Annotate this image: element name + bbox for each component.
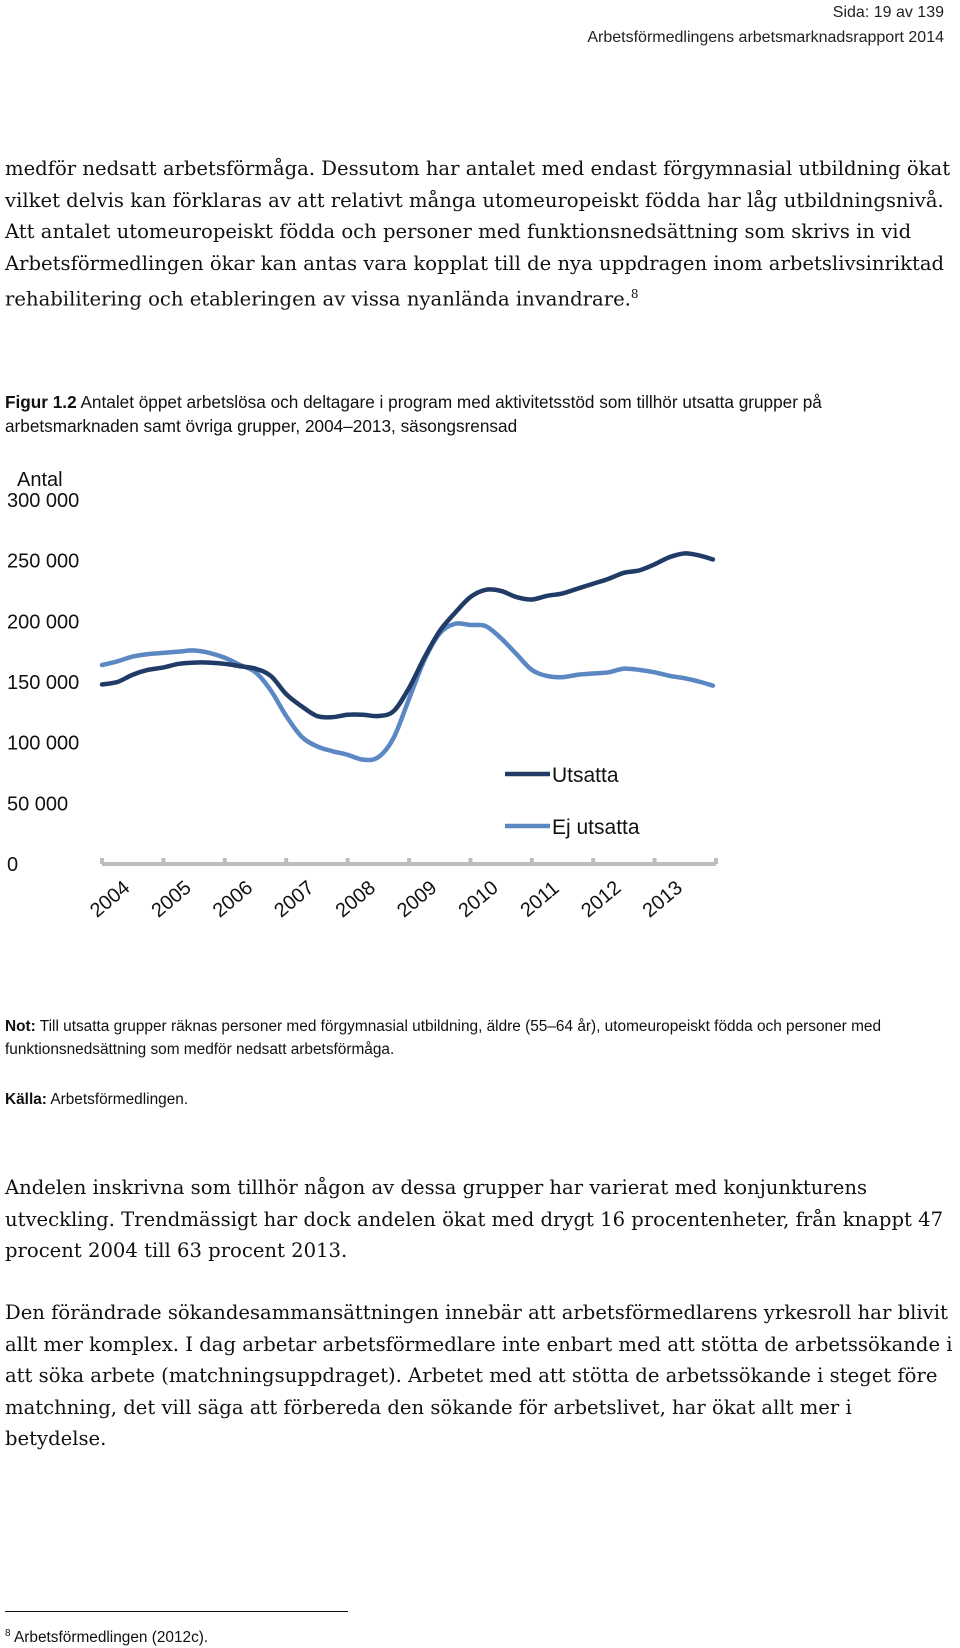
figure-label: Figur 1.2 — [5, 392, 77, 412]
line-chart: Antal 0 50 000 100 000 150 000 200 000 250 00… — [7, 469, 718, 922]
paragraph-text: Andelen inskrivna som tillhör någon av d… — [5, 1176, 944, 1262]
x-tick-label: 2010 — [454, 877, 502, 922]
paragraph-text: Den förändrade sökandesammansättningen i… — [5, 1301, 953, 1450]
y-tick-label: 50 000 — [7, 793, 68, 815]
series-lines — [99, 551, 716, 763]
body-paragraph-1: medför nedsatt arbetsförmåga. Dessutom h… — [5, 153, 955, 315]
paragraph-text: medför nedsatt arbetsförmåga. Dessutom h… — [5, 157, 951, 311]
figure-caption-text: Antalet öppet arbetslösa och deltagare i… — [5, 392, 822, 436]
footnote-reference[interactable]: 8 — [630, 287, 639, 301]
series-line-ej-utsatta — [99, 621, 716, 763]
x-tick-label: 2005 — [147, 877, 195, 922]
x-tick-label: 2011 — [516, 877, 563, 922]
figure-source: Källa: Arbetsförmedlingen. — [5, 1088, 188, 1111]
source-text: Arbetsförmedlingen. — [50, 1091, 189, 1108]
y-tick-label: 150 000 — [7, 672, 79, 694]
y-tick-labels: 0 50 000 100 000 150 000 200 000 250 000 300 0… — [7, 490, 79, 876]
page-header: Sida: 19 av 139 Arbetsförmedlingens arbe… — [587, 0, 944, 50]
x-axis — [100, 858, 718, 866]
footnote: 8 Arbetsförmedlingen (2012c). — [5, 1624, 208, 1648]
note-text: Till utsatta grupper räknas personer med… — [5, 1018, 882, 1058]
x-tick-label: 2012 — [577, 877, 625, 922]
report-title: Arbetsförmedlingens arbetsmarknadsrappor… — [587, 29, 944, 46]
footnote-divider — [5, 1611, 348, 1612]
footnote-number: 8 — [5, 1628, 11, 1639]
y-tick-label: 0 — [7, 854, 18, 876]
y-axis-title: Antal — [17, 469, 63, 491]
y-tick-label: 100 000 — [7, 733, 79, 755]
footnote-text: Arbetsförmedlingen (2012c). — [14, 1629, 209, 1647]
legend: Utsatta Ej utsatta — [505, 764, 640, 839]
figure-caption: Figur 1.2 Antalet öppet arbetslösa och d… — [5, 390, 955, 438]
y-tick-label: 200 000 — [7, 611, 79, 633]
x-tick-labels: 2004 2005 2006 2007 2008 2009 2010 2011 2012 2013 — [86, 877, 687, 922]
y-tick-label: 300 000 — [7, 490, 79, 512]
y-axis: Antal — [17, 469, 63, 491]
x-tick-label: 2009 — [393, 877, 441, 922]
x-tick-label: 2006 — [209, 877, 257, 922]
page-number: Sida: 19 av 139 — [832, 4, 944, 21]
x-tick-label: 2004 — [86, 877, 134, 922]
legend-label-ej-utsatta: Ej utsatta — [552, 816, 640, 839]
body-paragraph-3: Den förändrade sökandesammansättningen i… — [5, 1297, 955, 1455]
figure-note: Not: Till utsatta grupper räknas persone… — [5, 1015, 955, 1061]
legend-label-utsatta: Utsatta — [552, 764, 619, 787]
series-line-utsatta — [99, 551, 716, 720]
x-tick-label: 2007 — [270, 877, 318, 922]
x-tick-label: 2008 — [332, 877, 380, 922]
note-label: Not: — [5, 1018, 36, 1035]
body-paragraph-2: Andelen inskrivna som tillhör någon av d… — [5, 1172, 955, 1267]
y-tick-label: 250 000 — [7, 551, 79, 573]
x-tick-label: 2013 — [639, 877, 687, 922]
source-label: Källa: — [5, 1091, 47, 1108]
